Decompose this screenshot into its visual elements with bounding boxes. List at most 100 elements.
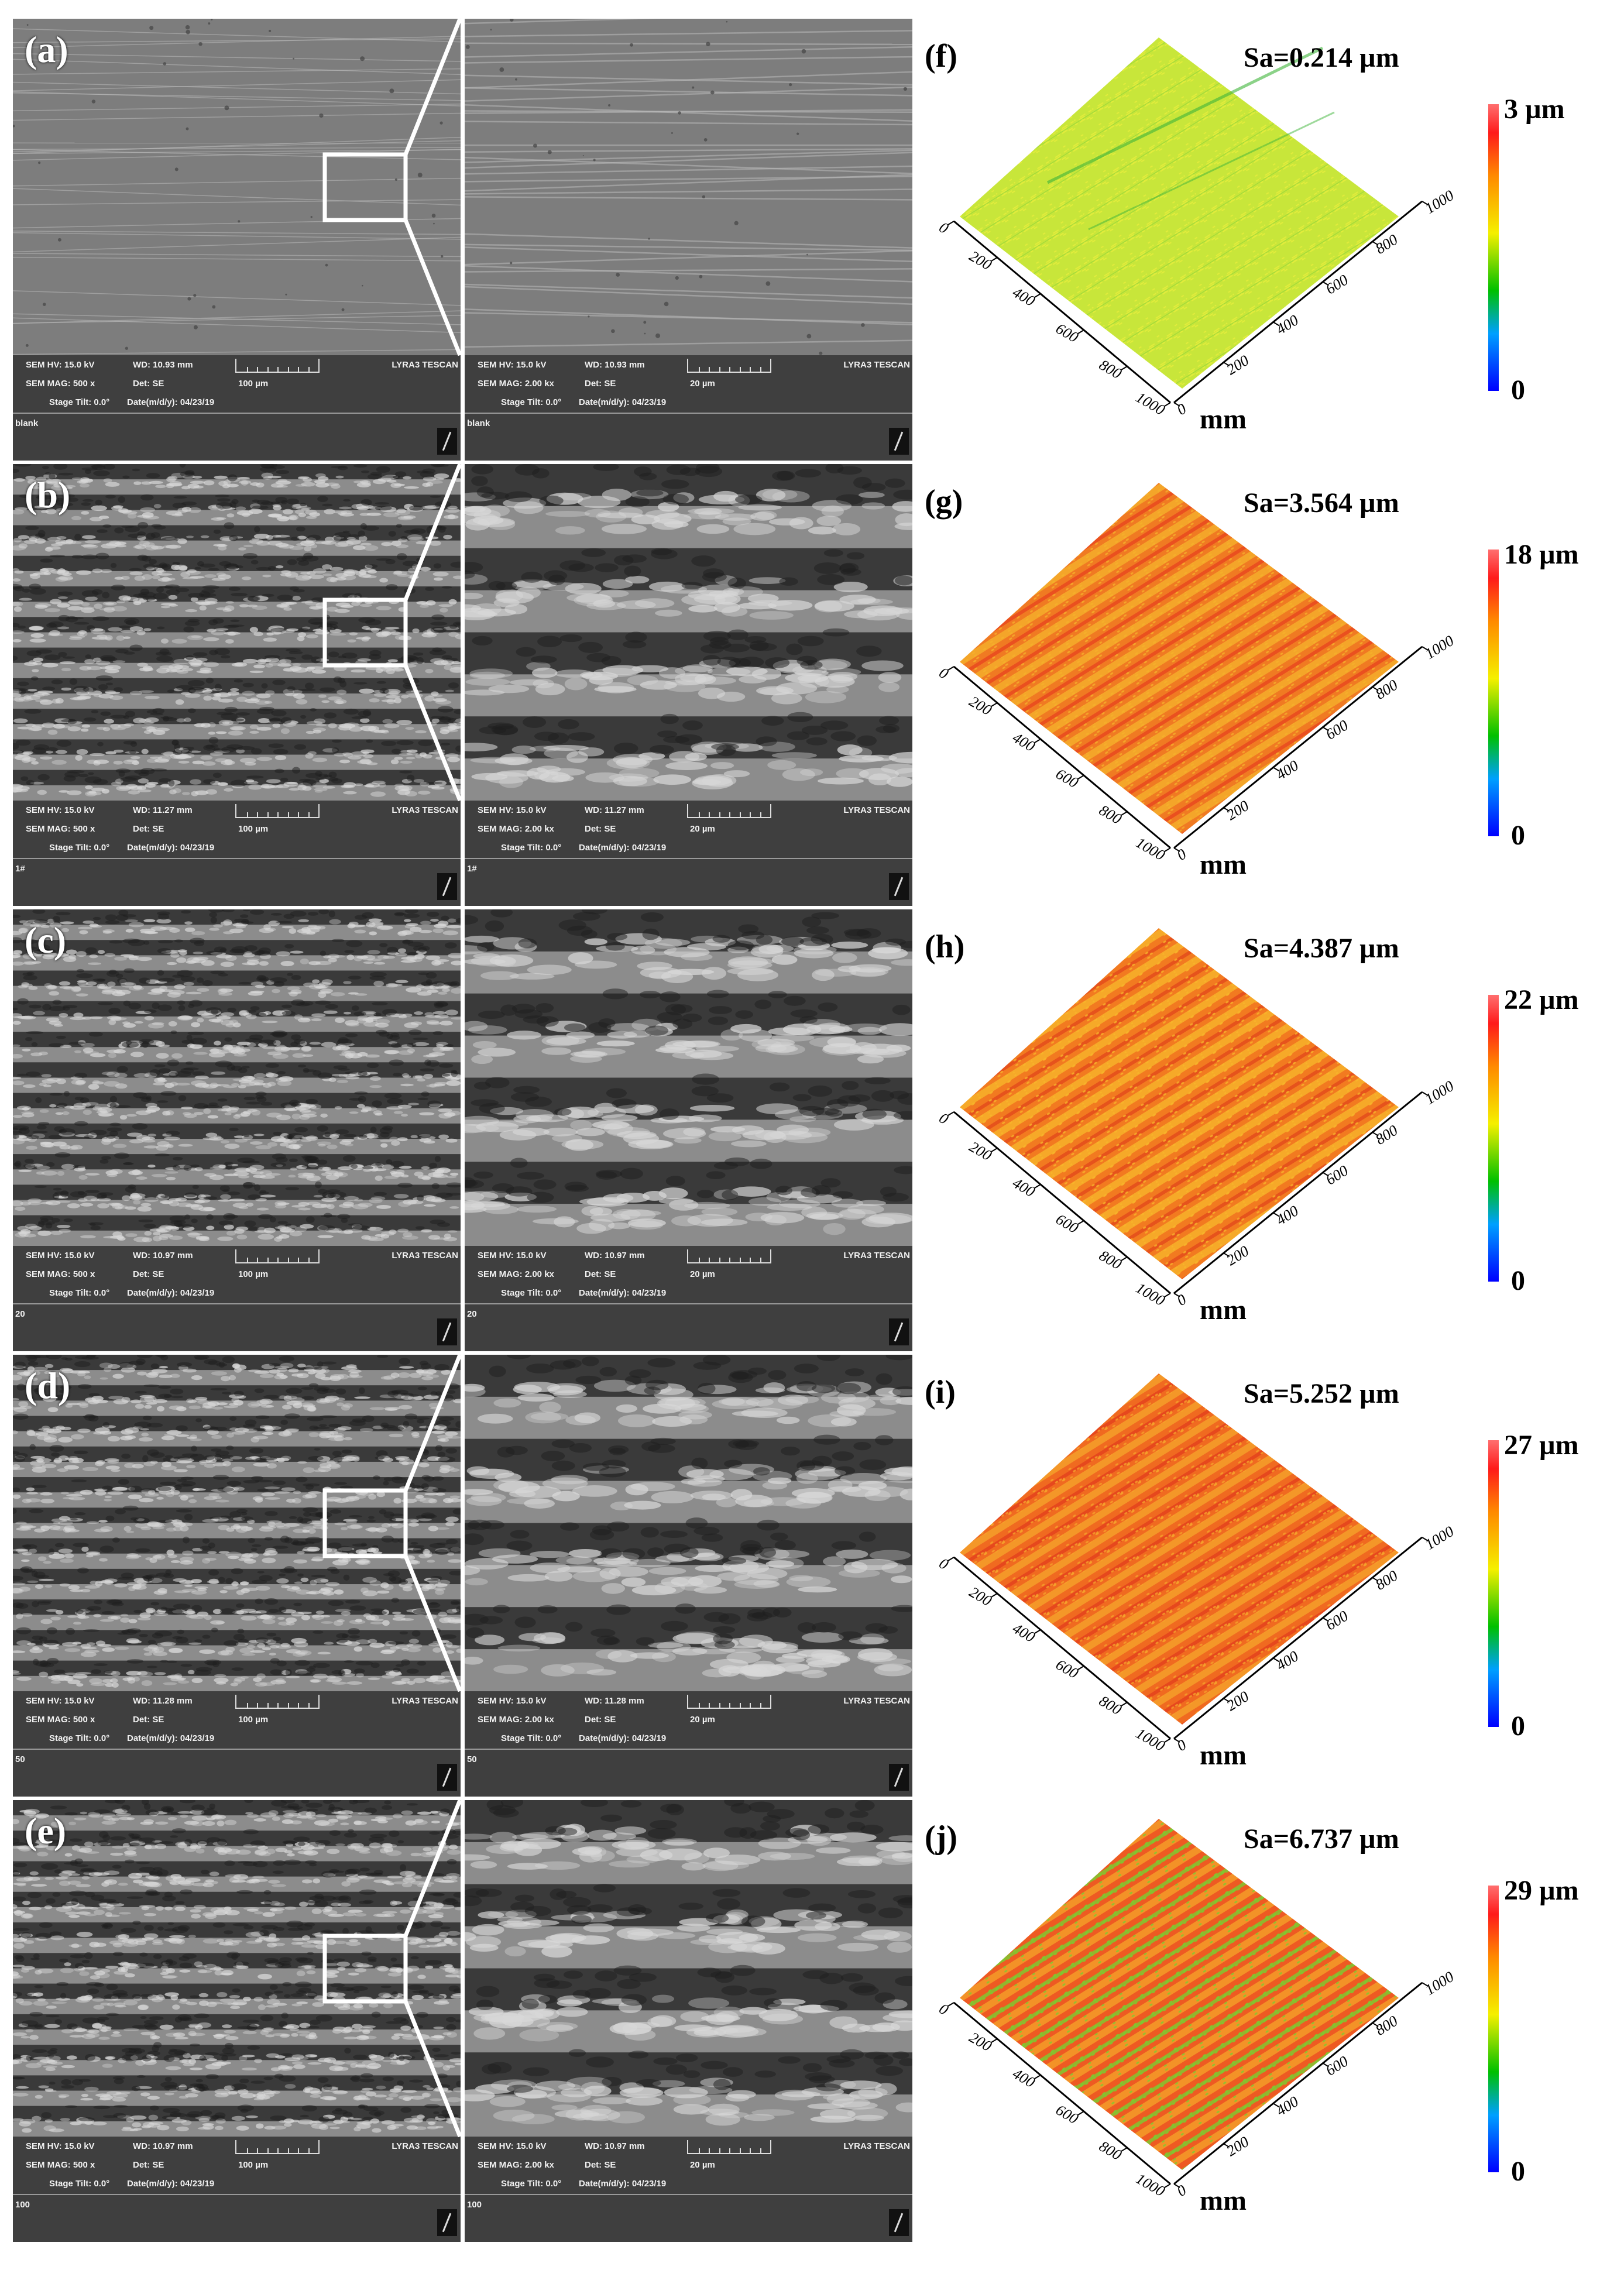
x-axis: [1173, 1091, 1423, 1294]
sem-det: Det: SE: [133, 2160, 164, 2170]
divider: [13, 413, 461, 414]
figure-row: SEM HV: 15.0 kV WD: 11.27 mm LYRA3 TESCAN S…: [0, 464, 1624, 906]
sem-hv: SEM HV: 15.0 kV: [478, 805, 547, 815]
sem-det: Det: SE: [133, 1269, 164, 1279]
scale-bar: [687, 1695, 771, 1709]
sa-roughness-value: Sa=0.214 µm: [1244, 42, 1399, 73]
sem-hv: SEM HV: 15.0 kV: [26, 1696, 95, 1706]
sa-roughness-value: Sa=6.737 µm: [1244, 1823, 1399, 1855]
sem-image-overview: SEM HV: 15.0 kV WD: 11.28 mm LYRA3 TESCAN S…: [13, 1355, 461, 1797]
sem-maker: LYRA3 TESCAN: [392, 360, 458, 370]
sem-panel-label: (e): [25, 1810, 67, 1852]
sem-date: Date(m/d/y): 04/23/19: [127, 397, 215, 407]
sem-wd: WD: 11.28 mm: [585, 1696, 644, 1706]
sem-info-bar: SEM HV: 15.0 kV WD: 10.93 mm LYRA3 TESCAN S…: [465, 355, 912, 461]
sem-sample: 1#: [15, 864, 25, 874]
divider: [465, 1749, 912, 1750]
sem-mag: SEM MAG: 500 x: [26, 379, 95, 389]
sem-image-zoomed: SEM HV: 15.0 kV WD: 10.97 mm LYRA3 TESCAN S…: [465, 1800, 912, 2242]
y-axis: [953, 2001, 1171, 2185]
y-tick-label: 0: [936, 2000, 952, 2019]
sem-sample: blank: [467, 418, 490, 428]
y-tick-label: 1000: [1133, 2170, 1168, 2200]
plot-panel-label: (f): [925, 38, 957, 74]
x-tick-label: 1000: [1422, 1077, 1457, 1108]
axis-unit-label: mm: [1200, 404, 1247, 435]
x-tick-label: 800: [1372, 676, 1400, 703]
x-tick-label: 200: [1224, 1688, 1252, 1714]
scale-bar: [687, 1249, 771, 1263]
sem-wd: WD: 10.93 mm: [133, 360, 193, 370]
x-tick-label: 200: [1224, 1242, 1252, 1269]
sem-info-bar: SEM HV: 15.0 kV WD: 11.27 mm LYRA3 TESCAN S…: [13, 801, 461, 906]
tescan-logo-icon: [437, 1318, 457, 1345]
y-tick-label: 0: [936, 219, 952, 238]
scale-bar: [235, 1249, 320, 1263]
y-axis: [953, 1556, 1171, 1740]
scale-bar: [235, 1695, 320, 1709]
figure-row: SEM HV: 15.0 kV WD: 10.93 mm LYRA3 TESCAN S…: [0, 19, 1624, 461]
x-tick-label: 1000: [1422, 1968, 1457, 1998]
y-axis: [953, 220, 1171, 404]
x-tick-label: 0: [1174, 1736, 1189, 1754]
x-axis: [1173, 1536, 1423, 1740]
sem-wd: WD: 10.93 mm: [585, 360, 645, 370]
sem-mag: SEM MAG: 2.00 kx: [478, 1715, 554, 1725]
sem-det: Det: SE: [133, 824, 164, 834]
tescan-logo-icon: [437, 873, 457, 900]
plot-panel-label: (h): [925, 929, 964, 965]
x-tick-label: 0: [1174, 400, 1189, 418]
sem-mag: SEM MAG: 2.00 kx: [478, 1269, 554, 1279]
sem-wd: WD: 10.97 mm: [133, 1251, 193, 1261]
x-tick-label: 1000: [1422, 632, 1457, 662]
divider: [465, 858, 912, 859]
scale-bar: [235, 359, 320, 373]
sem-panel-label: (d): [25, 1365, 71, 1406]
sem-mag: SEM MAG: 500 x: [26, 824, 95, 834]
sem-tilt: Stage Tilt: 0.0°: [501, 1288, 562, 1298]
tescan-logo-icon: [889, 873, 909, 900]
sem-hv: SEM HV: 15.0 kV: [26, 1251, 95, 1261]
sem-tilt: Stage Tilt: 0.0°: [49, 1288, 110, 1298]
sem-scale: 100 µm: [238, 1715, 269, 1725]
colorbar-min-label: 0: [1511, 1265, 1525, 1296]
scale-bar: [235, 2140, 320, 2154]
sem-tilt: Stage Tilt: 0.0°: [49, 2179, 110, 2189]
sem-image-zoomed: SEM HV: 15.0 kV WD: 10.97 mm LYRA3 TESCAN S…: [465, 909, 912, 1351]
sem-scale: 100 µm: [238, 2160, 269, 2170]
sem-maker: LYRA3 TESCAN: [843, 2141, 910, 2151]
sem-tilt: Stage Tilt: 0.0°: [501, 1733, 562, 1743]
sem-mag: SEM MAG: 500 x: [26, 2160, 95, 2170]
height-map-surface: [960, 928, 1399, 1279]
sem-hv: SEM HV: 15.0 kV: [478, 2141, 547, 2151]
sem-micrograph: [13, 464, 461, 801]
colorbar-max-label: 29 µm: [1504, 1875, 1579, 1906]
sem-sample: 20: [467, 1309, 477, 1319]
sem-tilt: Stage Tilt: 0.0°: [49, 843, 110, 853]
x-tick-label: 800: [1372, 1567, 1400, 1594]
tescan-logo-icon: [437, 428, 457, 455]
sem-scale: 20 µm: [690, 1715, 715, 1725]
figure-row: SEM HV: 15.0 kV WD: 11.28 mm LYRA3 TESCAN S…: [0, 1355, 1624, 1797]
sem-maker: LYRA3 TESCAN: [392, 1251, 458, 1261]
x-tick-label: 800: [1372, 1122, 1400, 1148]
surface-plot-3d: 0 200 400 600 800 1000 0 200 400 600 800 1000 mm (f) S…: [913, 19, 1624, 461]
sem-wd: WD: 11.27 mm: [585, 805, 644, 815]
sem-image-zoomed: SEM HV: 15.0 kV WD: 11.27 mm LYRA3 TESCAN S…: [465, 464, 912, 906]
sem-hv: SEM HV: 15.0 kV: [478, 1251, 547, 1261]
sem-hv: SEM HV: 15.0 kV: [26, 2141, 95, 2151]
height-map-surface: [960, 1819, 1399, 2170]
divider: [465, 1303, 912, 1304]
sem-wd: WD: 11.27 mm: [133, 805, 193, 815]
colorbar-max-label: 3 µm: [1504, 94, 1565, 125]
x-tick-label: 400: [1273, 2093, 1301, 2119]
surface-plot-3d: 0 200 400 600 800 1000 0 200 400 600 800 1000 mm (g) S…: [913, 464, 1624, 906]
x-tick-label: 0: [1174, 846, 1189, 864]
x-tick-label: 600: [1323, 1162, 1351, 1188]
sem-micrograph: [13, 1355, 461, 1691]
sem-date: Date(m/d/y): 04/23/19: [579, 1288, 667, 1298]
sem-tilt: Stage Tilt: 0.0°: [501, 843, 562, 853]
x-tick-label: 600: [1323, 271, 1351, 297]
axis-unit-label: mm: [1200, 1294, 1247, 1325]
